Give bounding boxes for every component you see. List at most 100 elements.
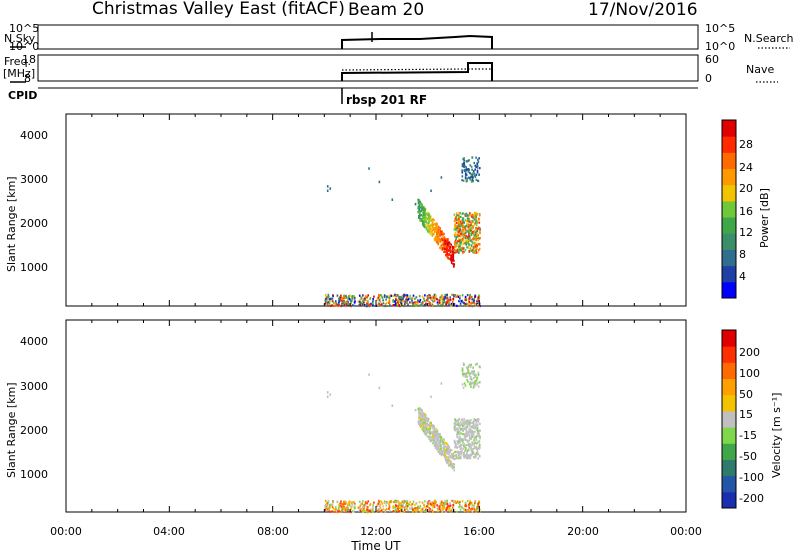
echo-point	[457, 431, 459, 434]
echo-point	[425, 427, 428, 431]
xtick: 16:00	[463, 525, 495, 538]
echo-point	[458, 215, 461, 218]
echo-point	[476, 453, 478, 456]
echo-point	[424, 421, 426, 424]
echo-point	[432, 431, 435, 434]
echo-point	[428, 215, 431, 219]
echo-point	[456, 304, 458, 307]
echo-point	[462, 444, 465, 447]
echo-point	[460, 451, 463, 454]
echo-point	[368, 303, 370, 306]
echo-point	[475, 221, 477, 224]
echo-point	[428, 294, 430, 297]
echo-point	[440, 230, 443, 233]
echo-point	[473, 384, 476, 387]
echo-point	[423, 421, 425, 424]
echo-point	[431, 295, 434, 298]
echo-point	[467, 380, 469, 383]
echo-point	[476, 435, 478, 438]
echo-point	[446, 293, 448, 296]
echo-point	[465, 508, 467, 512]
echo-point	[444, 457, 447, 460]
echo-point	[464, 213, 466, 216]
echo-point	[445, 303, 447, 306]
echo-point	[427, 215, 430, 218]
echo-point	[448, 245, 450, 248]
echo-point	[443, 451, 446, 454]
echo-point	[461, 369, 464, 373]
echo-point	[419, 214, 421, 217]
echo-point	[378, 508, 381, 512]
echo-point	[459, 248, 462, 251]
echo-point	[439, 505, 442, 508]
echo-point	[464, 501, 467, 505]
echo-point	[406, 296, 409, 299]
echo-point	[331, 299, 334, 302]
echo-point	[344, 296, 346, 299]
echo-point	[454, 241, 457, 244]
echo-point	[461, 233, 464, 236]
echo-point	[470, 247, 472, 250]
echo-point	[426, 213, 429, 216]
echo-point	[446, 505, 449, 508]
echo-point	[359, 301, 361, 304]
echo-point	[462, 438, 465, 441]
echo-point	[443, 236, 445, 240]
echo-point	[456, 229, 458, 232]
echo-point	[418, 417, 420, 420]
echo-point	[435, 435, 438, 438]
echo-point	[475, 442, 478, 445]
echo-point	[377, 303, 379, 307]
echo-point	[450, 510, 452, 513]
echo-point	[398, 296, 401, 299]
echo-point	[454, 441, 457, 444]
echo-point	[472, 215, 475, 218]
echo-point	[398, 506, 401, 510]
echo-point	[395, 504, 397, 507]
echo-point	[463, 232, 466, 235]
echo-point	[358, 303, 361, 306]
echo-point	[458, 453, 461, 456]
echo-point	[457, 232, 460, 236]
echo-point	[438, 234, 441, 237]
echo-point	[439, 436, 442, 439]
echo-point	[333, 508, 335, 511]
echo-point	[338, 304, 340, 307]
echo-point	[463, 159, 466, 162]
echo-point	[475, 231, 477, 234]
vel-cbar-tick: -15	[739, 429, 757, 442]
echo-point	[439, 445, 442, 448]
echo-point	[416, 300, 418, 304]
echo-point	[472, 226, 474, 229]
echo-point	[459, 294, 461, 298]
freq-tick-bot-right: 0	[705, 72, 712, 85]
echo-point	[470, 233, 473, 237]
echo-point	[468, 374, 471, 377]
echo-point	[351, 297, 354, 300]
echo-point	[426, 421, 429, 424]
echo-point	[453, 509, 456, 512]
echo-point	[465, 243, 468, 246]
echo-point	[446, 247, 449, 250]
echo-point	[433, 299, 436, 303]
echo-point	[471, 298, 474, 301]
echo-point	[395, 294, 398, 297]
echo-point	[459, 424, 461, 427]
echo-point	[471, 429, 474, 433]
echo-point	[369, 297, 371, 301]
echo-point	[404, 300, 407, 304]
echo-point	[379, 503, 381, 506]
echo-point	[426, 435, 429, 438]
echo-point	[414, 202, 417, 206]
echo-point	[439, 229, 441, 232]
echo-point	[377, 509, 379, 513]
echo-point	[450, 304, 452, 307]
echo-point	[330, 510, 332, 513]
echo-point	[460, 453, 463, 456]
echo-point	[476, 221, 478, 224]
echo-point	[458, 211, 461, 215]
echo-point	[466, 246, 468, 249]
echo-point	[349, 500, 351, 503]
echo-point	[406, 296, 408, 299]
echo-point	[465, 457, 468, 460]
